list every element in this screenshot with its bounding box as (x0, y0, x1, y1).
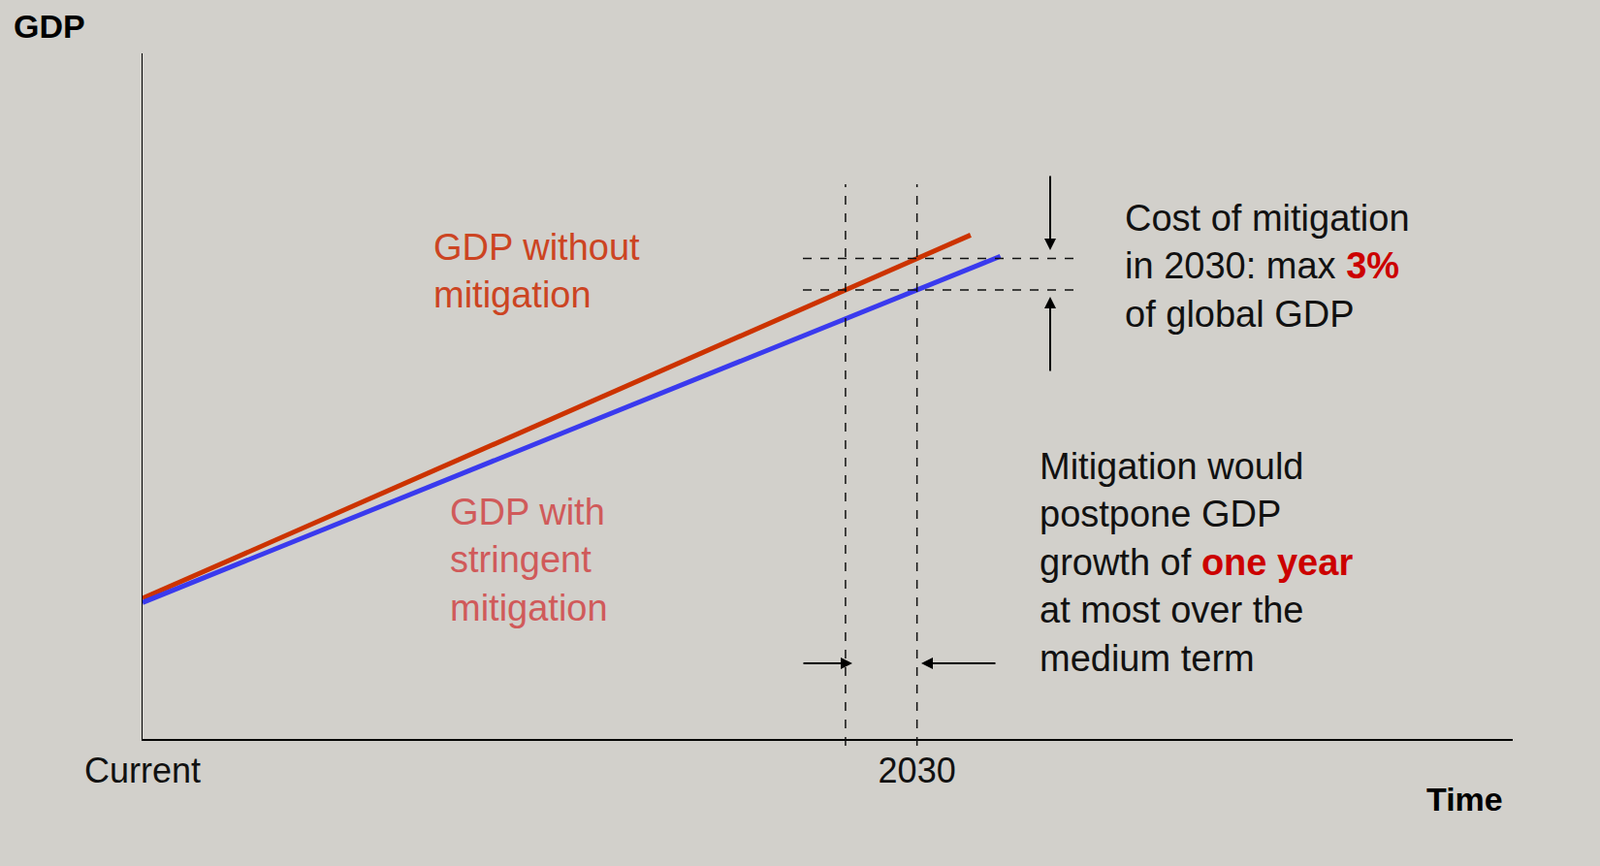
svg-text:GDP: GDP (13, 7, 86, 45)
svg-text:Current: Current (84, 750, 201, 791)
svg-text:GDP withoutmitigation: GDP withoutmitigation (433, 226, 640, 316)
svg-text:2030: 2030 (878, 750, 957, 791)
svg-text:Time: Time (1426, 780, 1504, 818)
svg-text:Cost of mitigationin 2030: max: Cost of mitigationin 2030: max 3%of glob… (1124, 197, 1410, 335)
svg-text:Mitigation wouldpostpone GDPgr: Mitigation wouldpostpone GDPgrowth of on… (1039, 446, 1353, 679)
svg-text:GDP withstringentmitigation: GDP withstringentmitigation (449, 491, 608, 629)
